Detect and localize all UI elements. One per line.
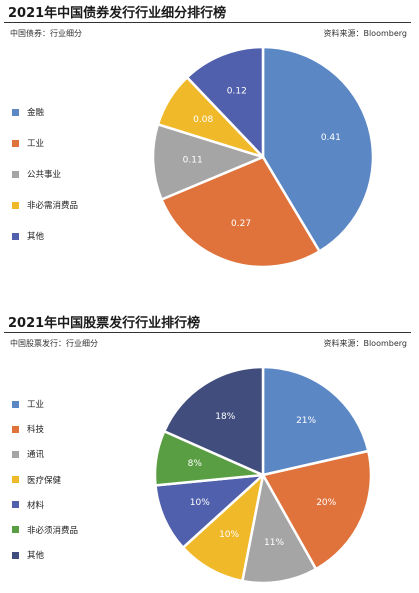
pie-slice <box>241 473 318 585</box>
chart-title: 2021年中国股票发行行业排行榜 <box>8 316 201 331</box>
legend-item: 其他 <box>12 230 78 242</box>
pie-slice <box>261 365 370 477</box>
legend-item: 材料 <box>12 499 78 511</box>
pie-slice <box>151 123 265 201</box>
legend-label: 通讯 <box>27 450 45 461</box>
legend-label: 金融 <box>27 108 45 118</box>
legend-item: 非必需消费品 <box>12 199 78 211</box>
slice-data-label: 10% <box>219 530 239 540</box>
slice-data-label: 20% <box>316 498 336 508</box>
pie-chart: 21% 20% 11% 10% 10% 8% 18% <box>153 365 373 585</box>
legend-swatch <box>12 476 19 484</box>
chart-subtitle: 中国债券：行业细分 <box>10 29 82 38</box>
legend-label: 工业 <box>27 139 45 149</box>
legend-label: 工业 <box>27 400 45 410</box>
legend-swatch <box>12 232 19 240</box>
pie-slice <box>160 155 321 269</box>
legend-label: 其他 <box>27 232 45 242</box>
slice-data-label: 8% <box>188 459 203 469</box>
chart-legend: 工业 科技 通讯 医疗保健 材料 非必须消费品 其他 <box>12 398 78 574</box>
legend-label: 材料 <box>27 500 45 511</box>
chart-source: 资料来源：Bloomberg <box>323 339 407 348</box>
legend-label: 其他 <box>27 551 45 562</box>
legend-swatch <box>12 501 19 509</box>
title-divider <box>4 332 411 333</box>
legend-item: 金融 <box>12 106 78 118</box>
legend-swatch <box>12 400 19 408</box>
legend-item: 医疗保健 <box>12 474 78 486</box>
legend-label: 科技 <box>27 425 45 436</box>
pie-slice <box>185 45 265 159</box>
equity-chart-panel: 2021年中国股票发行行业排行榜 中国股票发行：行业细分 资料来源：Bloomb… <box>0 310 419 593</box>
legend-swatch <box>12 551 19 559</box>
legend-swatch <box>12 139 19 147</box>
pie-slice <box>261 45 375 253</box>
legend-swatch <box>12 425 19 433</box>
legend-item: 非必须消费品 <box>12 524 78 536</box>
pie-slice <box>162 365 265 477</box>
slice-data-label: 0.08 <box>193 115 213 125</box>
legend-label: 非必须消费品 <box>27 525 79 536</box>
chart-legend: 金融 工业 公共事业 非必需消费品 其他 <box>12 106 78 261</box>
slice-data-label: 0.41 <box>321 133 341 143</box>
title-divider <box>4 22 411 23</box>
legend-swatch <box>12 108 19 116</box>
slice-data-label: 0.12 <box>227 87 247 97</box>
legend-item: 通讯 <box>12 448 78 460</box>
legend-item: 工业 <box>12 137 78 149</box>
slice-data-label: 21% <box>296 416 316 426</box>
slice-data-label: 18% <box>215 412 235 422</box>
slice-data-label: 10% <box>190 498 210 508</box>
pie-chart: 0.41 0.27 0.11 0.08 0.12 <box>151 45 375 269</box>
slice-data-label: 0.11 <box>183 155 203 165</box>
legend-swatch <box>12 170 19 178</box>
legend-item: 其他 <box>12 549 78 561</box>
legend-label: 非必需消费品 <box>27 201 79 211</box>
legend-swatch <box>12 526 19 534</box>
chart-title: 2021年中国债券发行行业细分排行榜 <box>8 6 227 21</box>
legend-swatch <box>12 201 19 209</box>
slice-data-label: 11% <box>264 538 284 548</box>
slice-data-label: 0.27 <box>231 219 251 229</box>
legend-label: 医疗保健 <box>27 475 62 486</box>
legend-item: 工业 <box>12 398 78 410</box>
chart-subtitle: 中国股票发行：行业细分 <box>10 339 98 348</box>
legend-label: 公共事业 <box>27 170 62 180</box>
legend-item: 公共事业 <box>12 168 78 180</box>
legend-item: 科技 <box>12 423 78 435</box>
pie-slice <box>261 449 373 571</box>
bond-chart-panel: 2021年中国债券发行行业细分排行榜 中国债券：行业细分 资料来源：Bloomb… <box>0 0 419 290</box>
chart-source: 资料来源：Bloomberg <box>323 29 407 38</box>
legend-swatch <box>12 450 19 458</box>
